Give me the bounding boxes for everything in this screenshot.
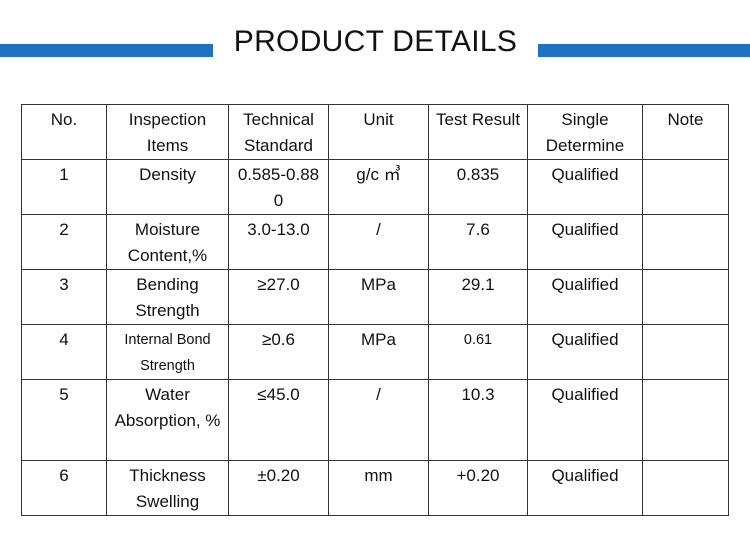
- table-cell: +0.20: [428, 460, 528, 516]
- empty-cell: [642, 269, 729, 325]
- table-cell: ±0.20: [228, 460, 329, 516]
- table-cell: Qualified: [527, 460, 643, 516]
- table-cell: 2: [21, 214, 107, 270]
- table-cell: MPa: [328, 269, 429, 325]
- table-row: 5 Water Absorption, % ≤45.0/10.3 Qualified: [21, 379, 729, 461]
- header-cell: Technical Standard: [228, 104, 329, 160]
- empty-cell: [642, 214, 729, 270]
- table-row: 3 Bending Strength ≥27.0 MPa 29.1 Qualified: [21, 269, 729, 325]
- header-cell: Inspection Items: [106, 104, 229, 160]
- table-cell: 1: [21, 159, 107, 215]
- empty-cell: [642, 379, 729, 461]
- table-cell: mm: [328, 460, 429, 516]
- table-body: No. Inspection Items Technical Standard Uni…: [21, 104, 729, 516]
- page-title: PRODUCT DETAILS: [233, 25, 518, 58]
- title-bar-left: [0, 44, 213, 57]
- table-cell: Moisture Content,%: [106, 214, 229, 270]
- header-cell: Test Result: [428, 104, 528, 160]
- header-cell: Unit: [328, 104, 429, 160]
- table-cell: ≥27.0: [228, 269, 329, 325]
- table-row: 1 Density 0.585-0.880 g/c ㎥ 0.835 Qualified: [21, 159, 729, 215]
- table-cell: 3.0-13.0: [228, 214, 329, 270]
- table-cell: Qualified: [527, 159, 643, 215]
- table-cell: 0.61: [428, 324, 528, 380]
- header-cell: Note: [642, 104, 729, 160]
- product-table: No. Inspection Items Technical Standard Uni…: [21, 104, 729, 516]
- table-cell: Qualified: [527, 324, 643, 380]
- table-cell: g/c ㎥: [328, 159, 429, 215]
- table-cell: /: [328, 214, 429, 270]
- table-cell: 3: [21, 269, 107, 325]
- table-cell: Qualified: [527, 214, 643, 270]
- table-cell: 10.3: [428, 379, 528, 461]
- table-cell: Qualified: [527, 269, 643, 325]
- table-row: 2 Moisture Content,% 3.0-13.0/7.6 Qualified: [21, 214, 729, 270]
- header-row: No. Inspection Items Technical Standard Uni…: [21, 104, 729, 160]
- empty-cell: [642, 324, 729, 380]
- table-row: 6 Thickness Swelling ±0.20 mm +0.20 Qualified: [21, 460, 729, 516]
- empty-cell: [642, 460, 729, 516]
- table-cell: Water Absorption, %: [106, 379, 229, 461]
- table-cell: ≤45.0: [228, 379, 329, 461]
- table-cell: Bending Strength: [106, 269, 229, 325]
- table-cell: 4: [21, 324, 107, 380]
- table-cell: Density: [106, 159, 229, 215]
- table-cell: Internal Bond Strength: [106, 324, 229, 380]
- table-cell: /: [328, 379, 429, 461]
- table-cell: MPa: [328, 324, 429, 380]
- table-cell: 29.1: [428, 269, 528, 325]
- table-cell: Qualified: [527, 379, 643, 461]
- header-cell: Single Determine: [527, 104, 643, 160]
- table-cell: 0.835: [428, 159, 528, 215]
- table-row: 4 Internal Bond Strength ≥0.6 MPa 0.61 Qualif…: [21, 324, 729, 380]
- table-cell: 0.585-0.880: [228, 159, 329, 215]
- table-cell: ≥0.6: [228, 324, 329, 380]
- title-bar-right: [538, 44, 750, 57]
- header-cell: No.: [21, 104, 107, 160]
- table-cell: 5: [21, 379, 107, 461]
- table-cell: 6: [21, 460, 107, 516]
- table-cell: 7.6: [428, 214, 528, 270]
- table-cell: Thickness Swelling: [106, 460, 229, 516]
- empty-cell: [642, 159, 729, 215]
